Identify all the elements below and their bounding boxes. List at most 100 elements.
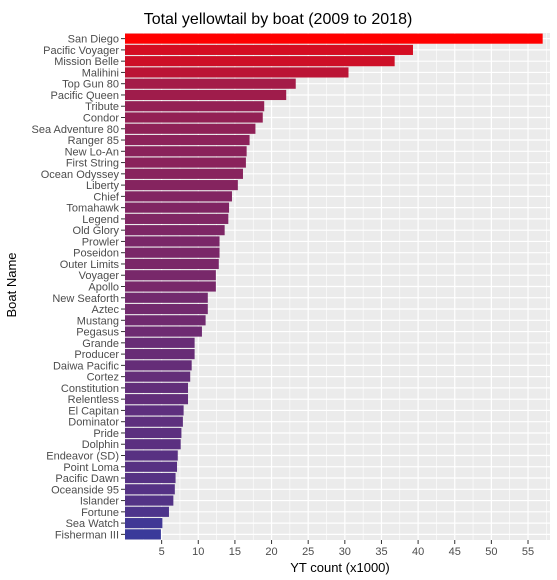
x-tick-label: 55 bbox=[522, 546, 534, 558]
bar bbox=[125, 472, 176, 484]
bar bbox=[125, 450, 178, 461]
bar bbox=[125, 326, 202, 337]
y-tick-label: Fisherman III bbox=[55, 529, 119, 541]
y-tick-label: Islander bbox=[80, 496, 119, 508]
x-tick-label: 45 bbox=[449, 546, 461, 558]
bar bbox=[125, 382, 189, 393]
y-tick-label: Producer bbox=[74, 349, 119, 361]
bars bbox=[125, 33, 543, 540]
x-axis: 5 10 15 20 25 30 35 40 45 50 55 bbox=[159, 540, 534, 558]
y-tick-label: Old Glory bbox=[73, 225, 120, 237]
y-tick-label: Constitution bbox=[61, 383, 119, 395]
y-tick-label: Chief bbox=[93, 191, 120, 203]
x-tick-label: 35 bbox=[375, 546, 387, 558]
bar bbox=[125, 44, 413, 55]
x-tick-label: 15 bbox=[229, 546, 241, 558]
y-tick-label: Outer Limits bbox=[60, 259, 120, 271]
y-tick-label: Pacific Dawn bbox=[55, 473, 119, 485]
y-tick-label: Aztec bbox=[91, 304, 119, 316]
bar bbox=[125, 225, 225, 236]
x-axis-label: YT count (x1000) bbox=[290, 560, 389, 575]
y-tick-label: Mustang bbox=[77, 315, 119, 327]
y-tick-label: Pegasus bbox=[76, 327, 119, 339]
bar bbox=[125, 427, 182, 439]
y-tick-label: Fortune bbox=[81, 507, 119, 519]
bar bbox=[125, 281, 216, 292]
y-tick-label: Poseidon bbox=[73, 248, 119, 260]
y-tick-label: Voyager bbox=[79, 270, 120, 282]
y-tick-label: Oceanside 95 bbox=[51, 484, 119, 496]
y-tick-label: Top Gun 80 bbox=[62, 79, 119, 91]
y-tick-label: Pacific Queen bbox=[51, 90, 119, 102]
y-tick-label: Pacific Voyager bbox=[43, 45, 119, 57]
y-tick-label: Cortez bbox=[87, 372, 119, 384]
y-tick-label: Point Loma bbox=[63, 462, 120, 474]
bar bbox=[125, 134, 250, 146]
bar bbox=[125, 112, 263, 123]
bar bbox=[125, 292, 208, 303]
y-tick-label: Sea Adventure 80 bbox=[32, 124, 119, 136]
bar bbox=[125, 247, 220, 258]
y-tick-label: Liberty bbox=[86, 180, 120, 192]
bar bbox=[125, 349, 195, 360]
y-axis-label: Boat Name bbox=[4, 252, 19, 317]
y-tick-label: Condor bbox=[83, 113, 119, 125]
grid-major bbox=[125, 33, 550, 540]
y-tick-label: New Lo-An bbox=[65, 146, 119, 158]
bar bbox=[125, 303, 208, 315]
bar bbox=[125, 191, 232, 202]
y-tick-label: Malihini bbox=[82, 67, 119, 79]
y-tick-label: Relentless bbox=[68, 394, 120, 406]
bar bbox=[125, 371, 191, 382]
bar bbox=[125, 157, 246, 168]
y-tick-label: First String bbox=[66, 158, 119, 170]
y-tick-label: Endeavor (SD) bbox=[46, 451, 119, 463]
bar bbox=[125, 518, 163, 529]
bar bbox=[125, 123, 256, 134]
y-tick-label: Daiwa Pacific bbox=[53, 360, 120, 372]
bar bbox=[125, 146, 247, 157]
bar bbox=[125, 360, 192, 371]
x-tick-label: 10 bbox=[192, 546, 204, 558]
bar bbox=[125, 394, 189, 405]
y-tick-label: San Diego bbox=[68, 34, 119, 46]
bar bbox=[125, 56, 395, 67]
bar bbox=[125, 180, 238, 191]
bar bbox=[125, 461, 178, 472]
x-tick-label: 25 bbox=[302, 546, 314, 558]
bar bbox=[125, 315, 206, 326]
bar bbox=[125, 439, 181, 450]
bar bbox=[125, 529, 161, 540]
y-tick-label: Grande bbox=[82, 338, 119, 350]
bar bbox=[125, 89, 287, 101]
bar bbox=[125, 202, 230, 213]
bar bbox=[125, 495, 174, 506]
bar bbox=[125, 258, 219, 270]
y-tick-label: Mission Belle bbox=[54, 56, 119, 68]
y-tick-label: Ocean Odyssey bbox=[41, 169, 120, 181]
bar bbox=[125, 67, 349, 78]
chart-title: Total yellowtail by boat (2009 to 2018) bbox=[144, 11, 413, 28]
bar bbox=[125, 236, 220, 247]
y-tick-label: Legend bbox=[82, 214, 119, 226]
y-tick-label: Dominator bbox=[68, 417, 119, 429]
x-tick-label: 20 bbox=[265, 546, 277, 558]
x-tick-label: 50 bbox=[485, 546, 497, 558]
y-tick-label: Tomahawk bbox=[66, 203, 119, 215]
bar bbox=[125, 484, 175, 495]
y-tick-label: Ranger 85 bbox=[68, 135, 119, 147]
bar bbox=[125, 405, 184, 416]
bar bbox=[125, 337, 195, 348]
y-tick-label: Sea Watch bbox=[66, 518, 119, 530]
y-tick-label: Prowler bbox=[82, 236, 120, 248]
x-tick-label: 40 bbox=[412, 546, 424, 558]
bar bbox=[125, 506, 169, 517]
bar bbox=[125, 101, 265, 112]
bar bbox=[125, 270, 216, 281]
x-tick-label: 30 bbox=[339, 546, 351, 558]
y-tick-label: Tribute bbox=[85, 101, 119, 113]
bar bbox=[125, 78, 296, 89]
bar bbox=[125, 416, 183, 427]
